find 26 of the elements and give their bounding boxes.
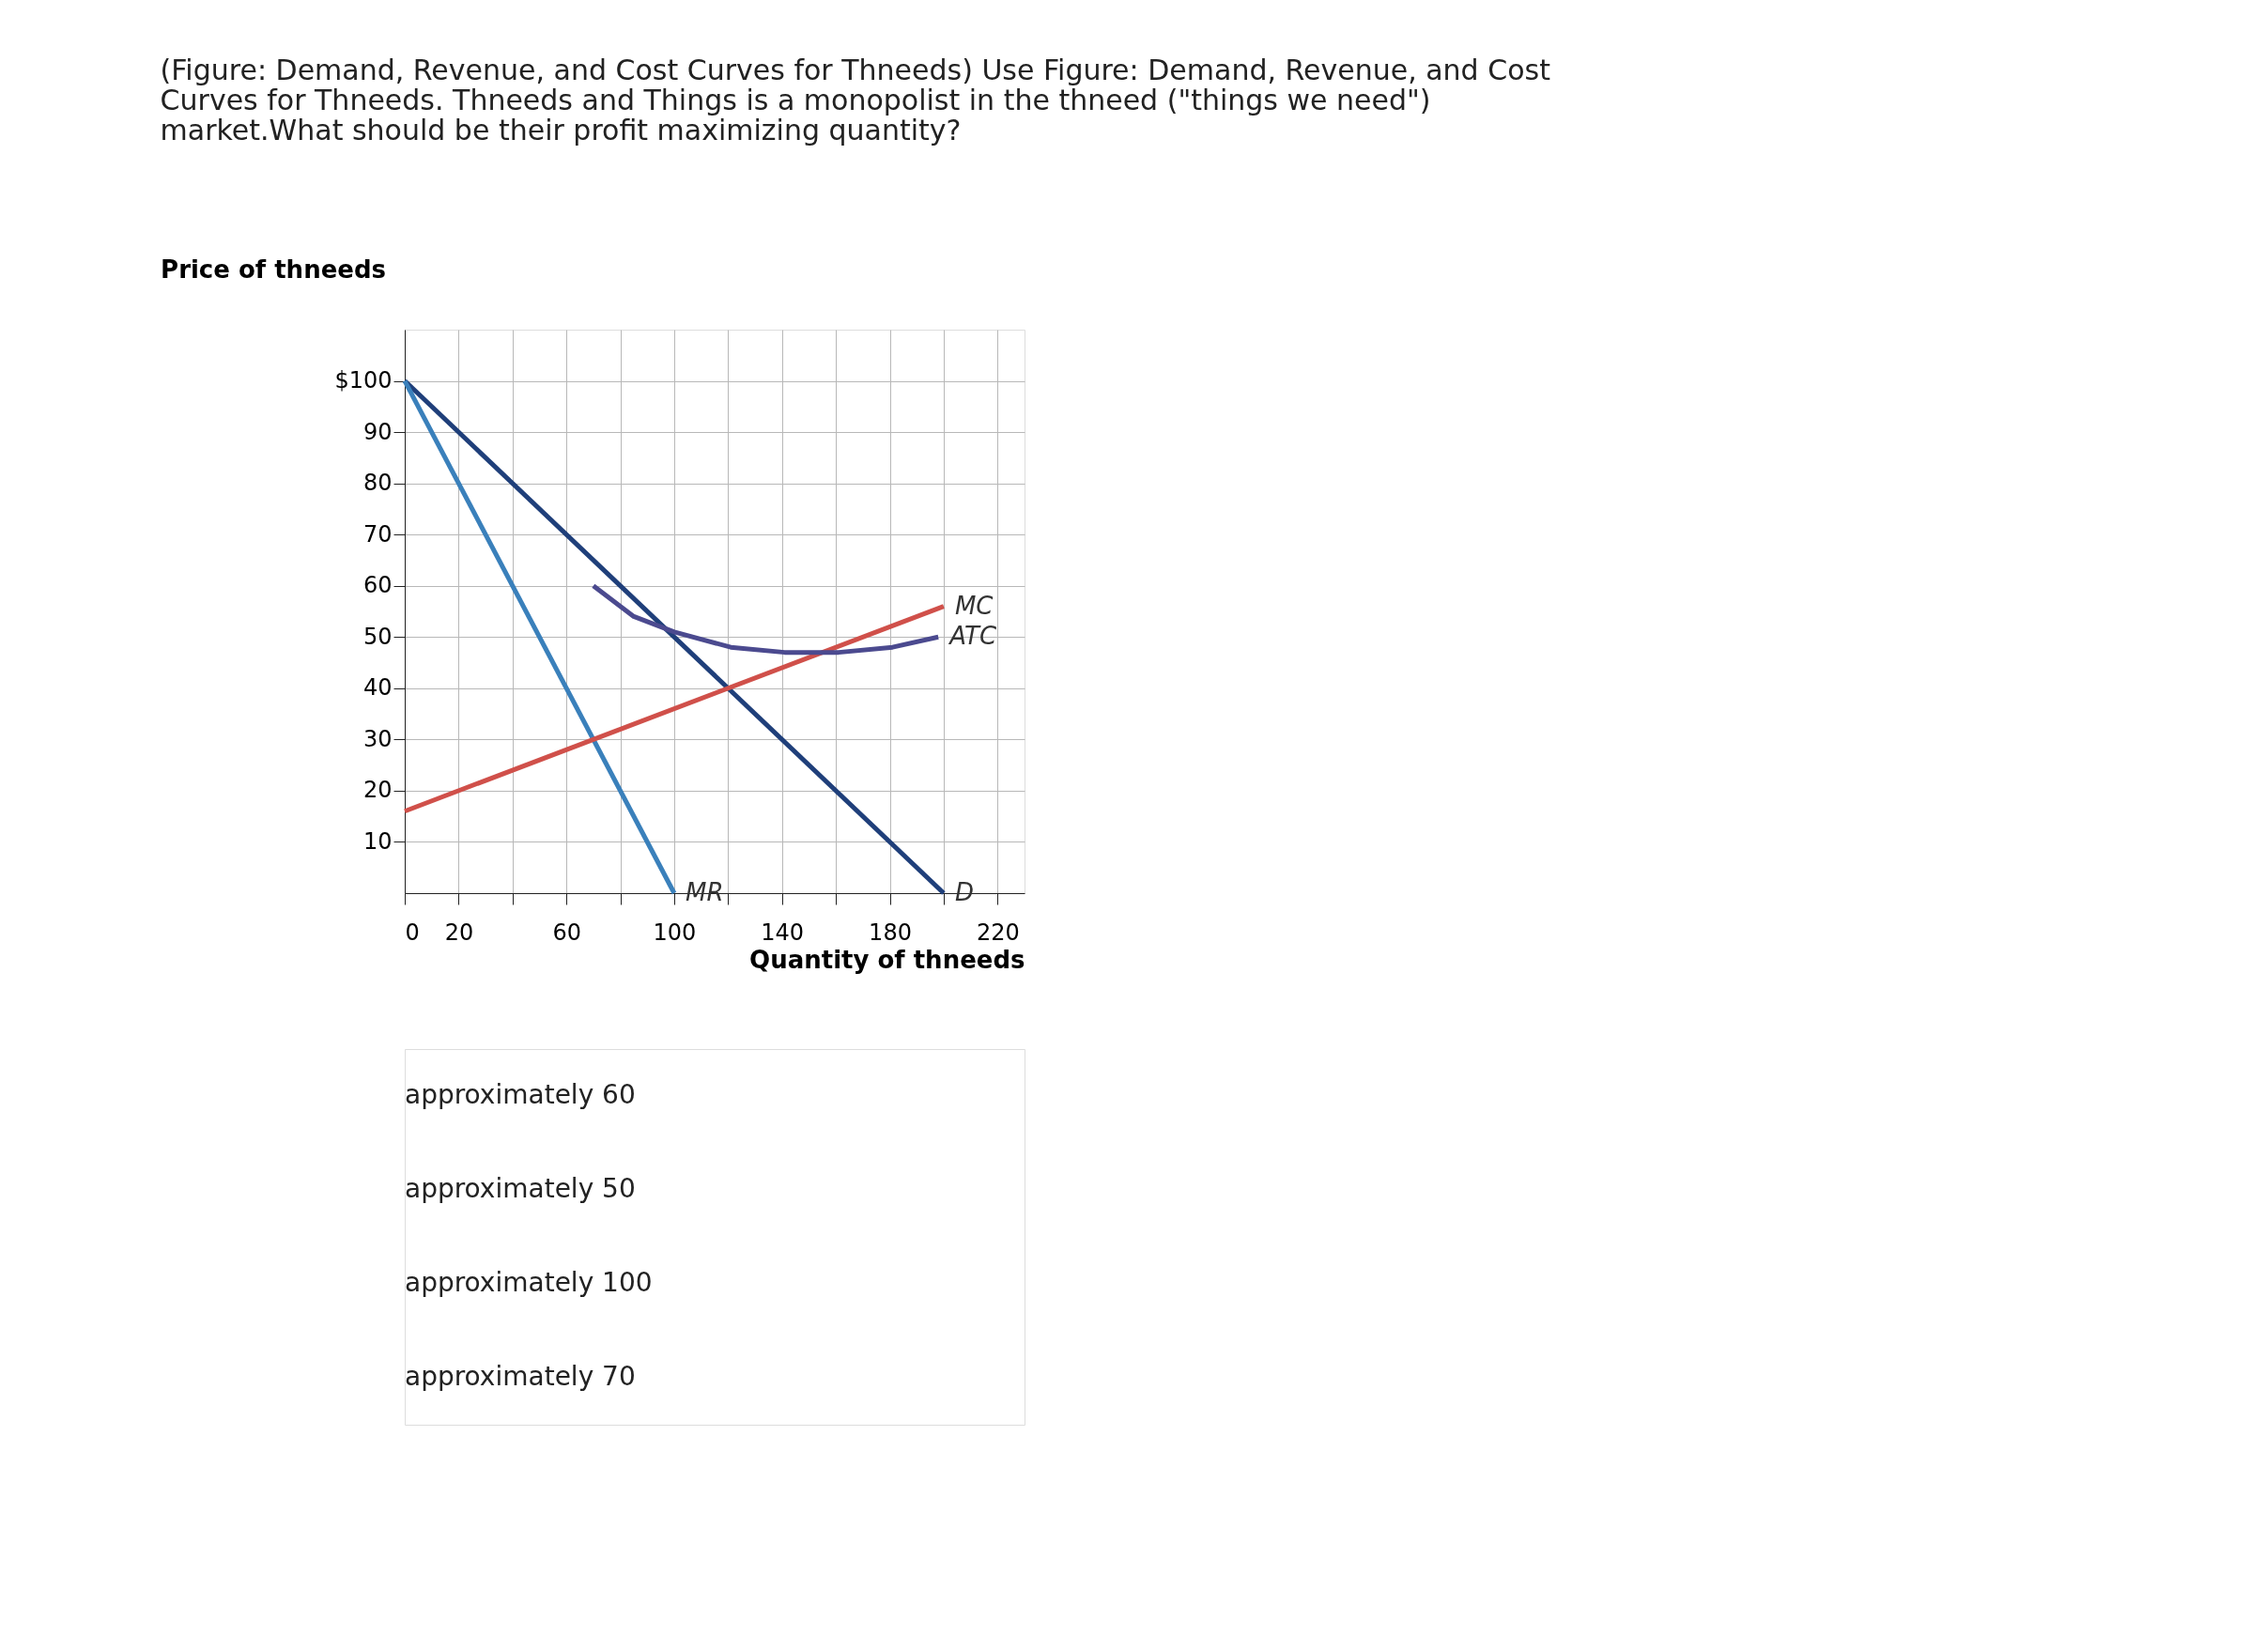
x-tick-label: 180 (869, 919, 912, 946)
x-tick-label: 100 (653, 919, 697, 946)
y-axis-title: Price of thneeds (161, 255, 386, 284)
series-label: MC (954, 591, 994, 620)
y-tick-label: 20 (362, 777, 393, 804)
x-axis-title: Quantity of thneeds (749, 945, 1025, 974)
y-tick-label: 80 (362, 470, 393, 497)
x-tick-label: 220 (976, 919, 1020, 946)
y-tick-label: 10 (362, 827, 393, 855)
text: approximately 60 (405, 1079, 636, 1110)
text: approximately 50 (405, 1173, 636, 1204)
series-label: ATC (948, 622, 997, 651)
x-tick-label: 140 (761, 919, 805, 946)
chart-title: (Figure: Demand, Revenue, and Cost Curves for Thneeds) Use Figure: Demand, Revenue, and Cost Curves for Thneeds. Thneeds and Things is a monopolist in the thneed ("things we need") market.What should be their profit maximizing quantity? (160, 53, 1551, 147)
y-tick-label: 90 (362, 418, 393, 445)
text: approximately 70 (405, 1361, 636, 1392)
y-tick-label: 60 (362, 572, 393, 599)
y-tick-label: 50 (362, 623, 393, 650)
x-tick-label: 60 (552, 919, 581, 946)
x-tick-label: 20 (444, 919, 474, 946)
text: approximately 100 (405, 1267, 653, 1298)
y-tick-label: 40 (362, 674, 393, 702)
y-tick-label: 30 (362, 725, 393, 752)
y-tick-label: $100 (334, 367, 393, 394)
x-tick-label: 0 (405, 919, 420, 946)
y-tick-label: 70 (362, 520, 393, 548)
